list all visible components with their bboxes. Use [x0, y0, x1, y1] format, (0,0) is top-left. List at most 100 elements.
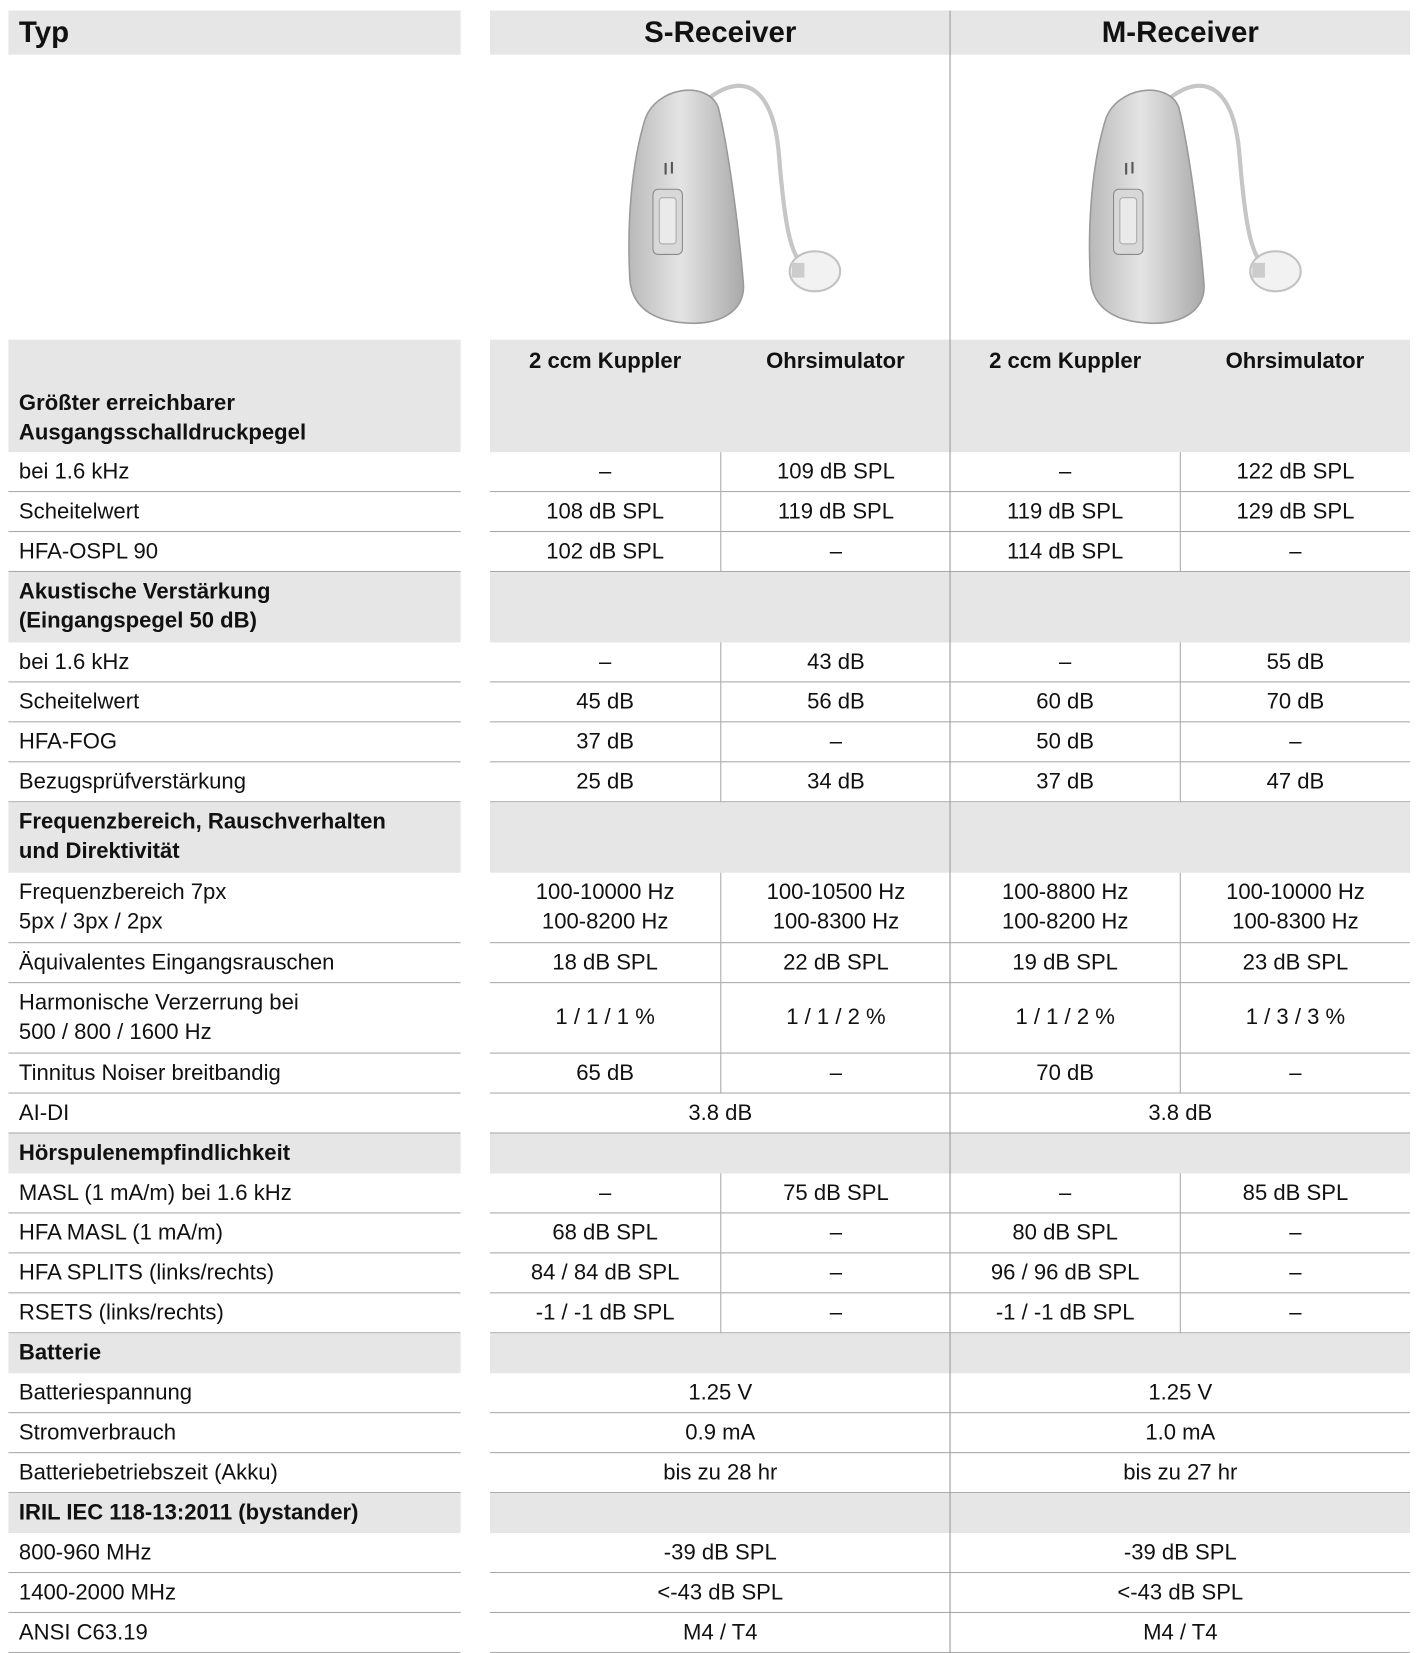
row-label: 1400-2000 MHz	[8, 1573, 461, 1614]
value-cell: 56 dB	[720, 682, 951, 723]
value-cell: 80 dB SPL	[950, 1213, 1180, 1254]
value-cell: M4 / T4	[489, 1613, 951, 1653]
value-cell: –	[489, 1173, 721, 1214]
value-cell: 0.9 mA	[489, 1413, 951, 1454]
value-cell: 1 / 1 / 2 %	[720, 983, 951, 1054]
value-cell: 47 dB	[1179, 762, 1411, 803]
value-cell: 23 dB SPL	[1179, 943, 1411, 984]
value-cell: –	[489, 642, 721, 683]
value-cell: 60 dB	[950, 682, 1180, 723]
section-title: Batterie	[18, 1340, 102, 1365]
value-cell: 100-10000 Hz 100-8200 Hz	[489, 873, 721, 944]
value-cell: –	[720, 722, 951, 763]
value-cell: -1 / -1 dB SPL	[950, 1293, 1180, 1334]
value-cell: 70 dB	[950, 1054, 1180, 1094]
subcolumn-title: 2 ccm Kuppler	[529, 349, 682, 374]
value-cell: 84 / 84 dB SPL	[489, 1253, 721, 1294]
value-cell: bis zu 28 hr	[489, 1453, 951, 1494]
row-label: Harmonische Verzerrung bei 500 / 800 / 1…	[8, 983, 461, 1054]
row-label: ANSI C63.19	[8, 1613, 461, 1653]
value-cell: 50 dB	[950, 722, 1180, 763]
value-cell: 100-10500 Hz 100-8300 Hz	[720, 872, 951, 944]
value-cell: –	[950, 1173, 1180, 1214]
value-cell: 37 dB	[489, 722, 721, 763]
value-cell: –	[1179, 1213, 1411, 1254]
row-label: bei 1.6 kHz	[8, 642, 461, 683]
value-cell: 96 / 96 dB SPL	[950, 1253, 1180, 1294]
value-cell: –	[1179, 722, 1411, 763]
value-cell: –	[1179, 1293, 1411, 1334]
value-cell: <-43 dB SPL	[489, 1573, 951, 1614]
value-cell: 114 dB SPL	[950, 532, 1180, 573]
value-cell: –	[1179, 1253, 1411, 1294]
subcolumn-title: Ohrsimulator	[766, 349, 905, 374]
row-label: 800-960 MHz	[8, 1533, 461, 1574]
row-label: Frequenzbereich 7px 5px / 3px / 2px	[8, 873, 461, 944]
value-cell: –	[720, 1213, 951, 1254]
value-cell: 1.25 V	[489, 1373, 951, 1414]
value-cell: 22 dB SPL	[720, 943, 951, 984]
section-title: Akustische Verstärkung (Eingangspegel 50…	[18, 579, 271, 634]
value-cell: –	[950, 642, 1180, 683]
value-cell: 75 dB SPL	[720, 1173, 951, 1214]
value-cell: <-43 dB SPL	[950, 1573, 1411, 1614]
value-cell: -1 / -1 dB SPL	[489, 1293, 721, 1334]
value-cell: 43 dB	[720, 642, 951, 683]
value-cell: 122 dB SPL	[1179, 452, 1411, 493]
value-cell: 100-8800 Hz 100-8200 Hz	[950, 873, 1180, 944]
column-divider	[949, 10, 951, 1653]
row-label: Bezugsprüfverstärkung	[8, 762, 461, 803]
row-label: Stromverbrauch	[8, 1413, 461, 1454]
value-cell: –	[720, 1253, 951, 1294]
section-title: Hörspulenempfindlichkeit	[18, 1140, 291, 1166]
row-label: AI-DI	[8, 1094, 461, 1134]
value-cell: 70 dB	[1179, 682, 1411, 723]
value-cell: -39 dB SPL	[489, 1533, 951, 1574]
value-cell: 1 / 1 / 2 %	[950, 983, 1180, 1054]
subcolumn-title: 2 ccm Kuppler	[989, 349, 1142, 374]
row-label: Tinnitus Noiser breitbandig	[8, 1054, 461, 1094]
row-label: bei 1.6 kHz	[8, 452, 461, 493]
value-cell: 19 dB SPL	[950, 943, 1180, 984]
value-cell: 85 dB SPL	[1179, 1173, 1411, 1214]
row-label: MASL (1 mA/m) bei 1.6 kHz	[8, 1173, 461, 1214]
value-cell: 109 dB SPL	[720, 452, 951, 493]
value-cell: –	[1179, 1053, 1411, 1094]
column-title: M-Receiver	[1101, 15, 1259, 49]
value-cell: 1.25 V	[950, 1373, 1411, 1414]
value-cell: 45 dB	[489, 682, 721, 723]
value-cell: 34 dB	[720, 762, 951, 803]
value-cell: –	[720, 1293, 951, 1334]
section-title: IRIL IEC 118-13:2011 (bystander)	[18, 1500, 359, 1525]
row-label: HFA SPLITS (links/rechts)	[8, 1253, 461, 1294]
value-cell: 119 dB SPL	[950, 492, 1180, 533]
value-cell: 25 dB	[489, 762, 721, 803]
section-title: Größter erreichbarer Ausgangsschalldruck…	[18, 391, 307, 445]
value-cell: 1.0 mA	[950, 1413, 1411, 1454]
value-cell: 3.8 dB	[489, 1094, 951, 1134]
value-cell: 65 dB	[489, 1054, 721, 1094]
row-label: Batteriebetriebszeit (Akku)	[8, 1453, 461, 1494]
type-title: Typ	[18, 15, 70, 49]
section-title: Frequenzbereich, Rauschverhalten und Dir…	[18, 809, 386, 864]
section-bar	[8, 802, 461, 873]
row-label: Scheitelwert	[8, 492, 461, 533]
value-cell: 119 dB SPL	[720, 492, 951, 533]
value-cell: 3.8 dB	[950, 1094, 1411, 1134]
section-bar	[8, 1493, 461, 1534]
row-label: HFA-FOG	[8, 722, 461, 763]
value-cell: -39 dB SPL	[950, 1533, 1411, 1574]
value-cell: 18 dB SPL	[489, 943, 721, 984]
section-bar	[8, 1333, 461, 1374]
value-cell: 108 dB SPL	[489, 492, 721, 533]
subcolumn-title: Ohrsimulator	[1225, 349, 1365, 374]
row-label: Äquivalentes Eingangsrauschen	[8, 943, 461, 984]
header-bar	[8, 10, 461, 55]
value-cell: 68 dB SPL	[489, 1213, 721, 1254]
row-label: HFA MASL (1 mA/m)	[8, 1213, 461, 1254]
section-bar	[8, 572, 461, 643]
value-cell: 129 dB SPL	[1179, 492, 1411, 533]
value-cell: 55 dB	[1179, 642, 1411, 683]
value-cell: M4 / T4	[950, 1613, 1411, 1653]
